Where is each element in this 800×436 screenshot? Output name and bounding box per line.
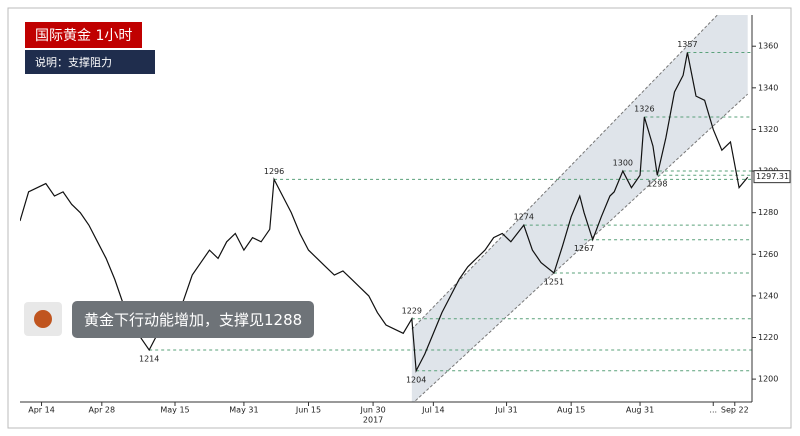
x-tick-label: Apr 28 [89, 406, 116, 415]
x-tick-label: Jun 15 [295, 406, 321, 415]
y-tick-label: 1220 [758, 333, 778, 342]
level-label: 1296 [264, 167, 284, 176]
y-tick-label: 1320 [758, 125, 778, 134]
channel-line [413, 93, 749, 402]
level-label: 1300 [613, 159, 633, 168]
x-tick-label: Aug 31 [626, 406, 654, 415]
last-price-box [753, 170, 791, 184]
x-tick-label: ... [709, 406, 717, 415]
y-tick-label: 1280 [758, 208, 778, 217]
channel-line [411, 15, 719, 330]
level-label: 1357 [677, 40, 697, 49]
frame [7, 7, 792, 429]
year-label: 2017 [363, 416, 383, 425]
x-tick-label: May 15 [160, 406, 189, 415]
level-label: 1298 [647, 180, 667, 189]
x-tick-label: Apr 14 [28, 406, 55, 415]
level-label: 1326 [634, 104, 654, 113]
subtitle: 说明：支撑阻力 [25, 50, 155, 74]
level-label: 1229 [402, 306, 422, 315]
level-label: 1251 [544, 278, 564, 287]
y-tick-label: 1360 [758, 42, 778, 51]
channel-fill [411, 15, 748, 402]
note: 黄金下行动能增加，支撑见1288 [72, 301, 315, 338]
last-price-label: 1297.31 [756, 172, 789, 181]
y-tick-label: 1240 [758, 291, 778, 300]
x-tick-label: Jul 31 [494, 406, 517, 415]
level-label: 1214 [139, 354, 159, 363]
x-tick-label: Jul 14 [421, 406, 444, 415]
badge: 国际黄金 1小时 [25, 22, 143, 48]
y-tick-label: 1200 [758, 375, 778, 384]
level-label: 1267 [574, 244, 594, 253]
x-tick-label: Sep 22 [721, 406, 749, 415]
x-tick-label: Jun 30 [359, 406, 385, 415]
price-line [20, 52, 749, 373]
level-label: 1274 [514, 213, 534, 222]
x-tick-label: May 31 [229, 406, 258, 415]
y-tick-label: 1260 [758, 250, 778, 259]
y-tick-label: 1340 [758, 83, 778, 92]
x-tick-label: Aug 15 [557, 406, 585, 415]
level-label: 1204 [406, 375, 426, 384]
icon [24, 302, 62, 336]
